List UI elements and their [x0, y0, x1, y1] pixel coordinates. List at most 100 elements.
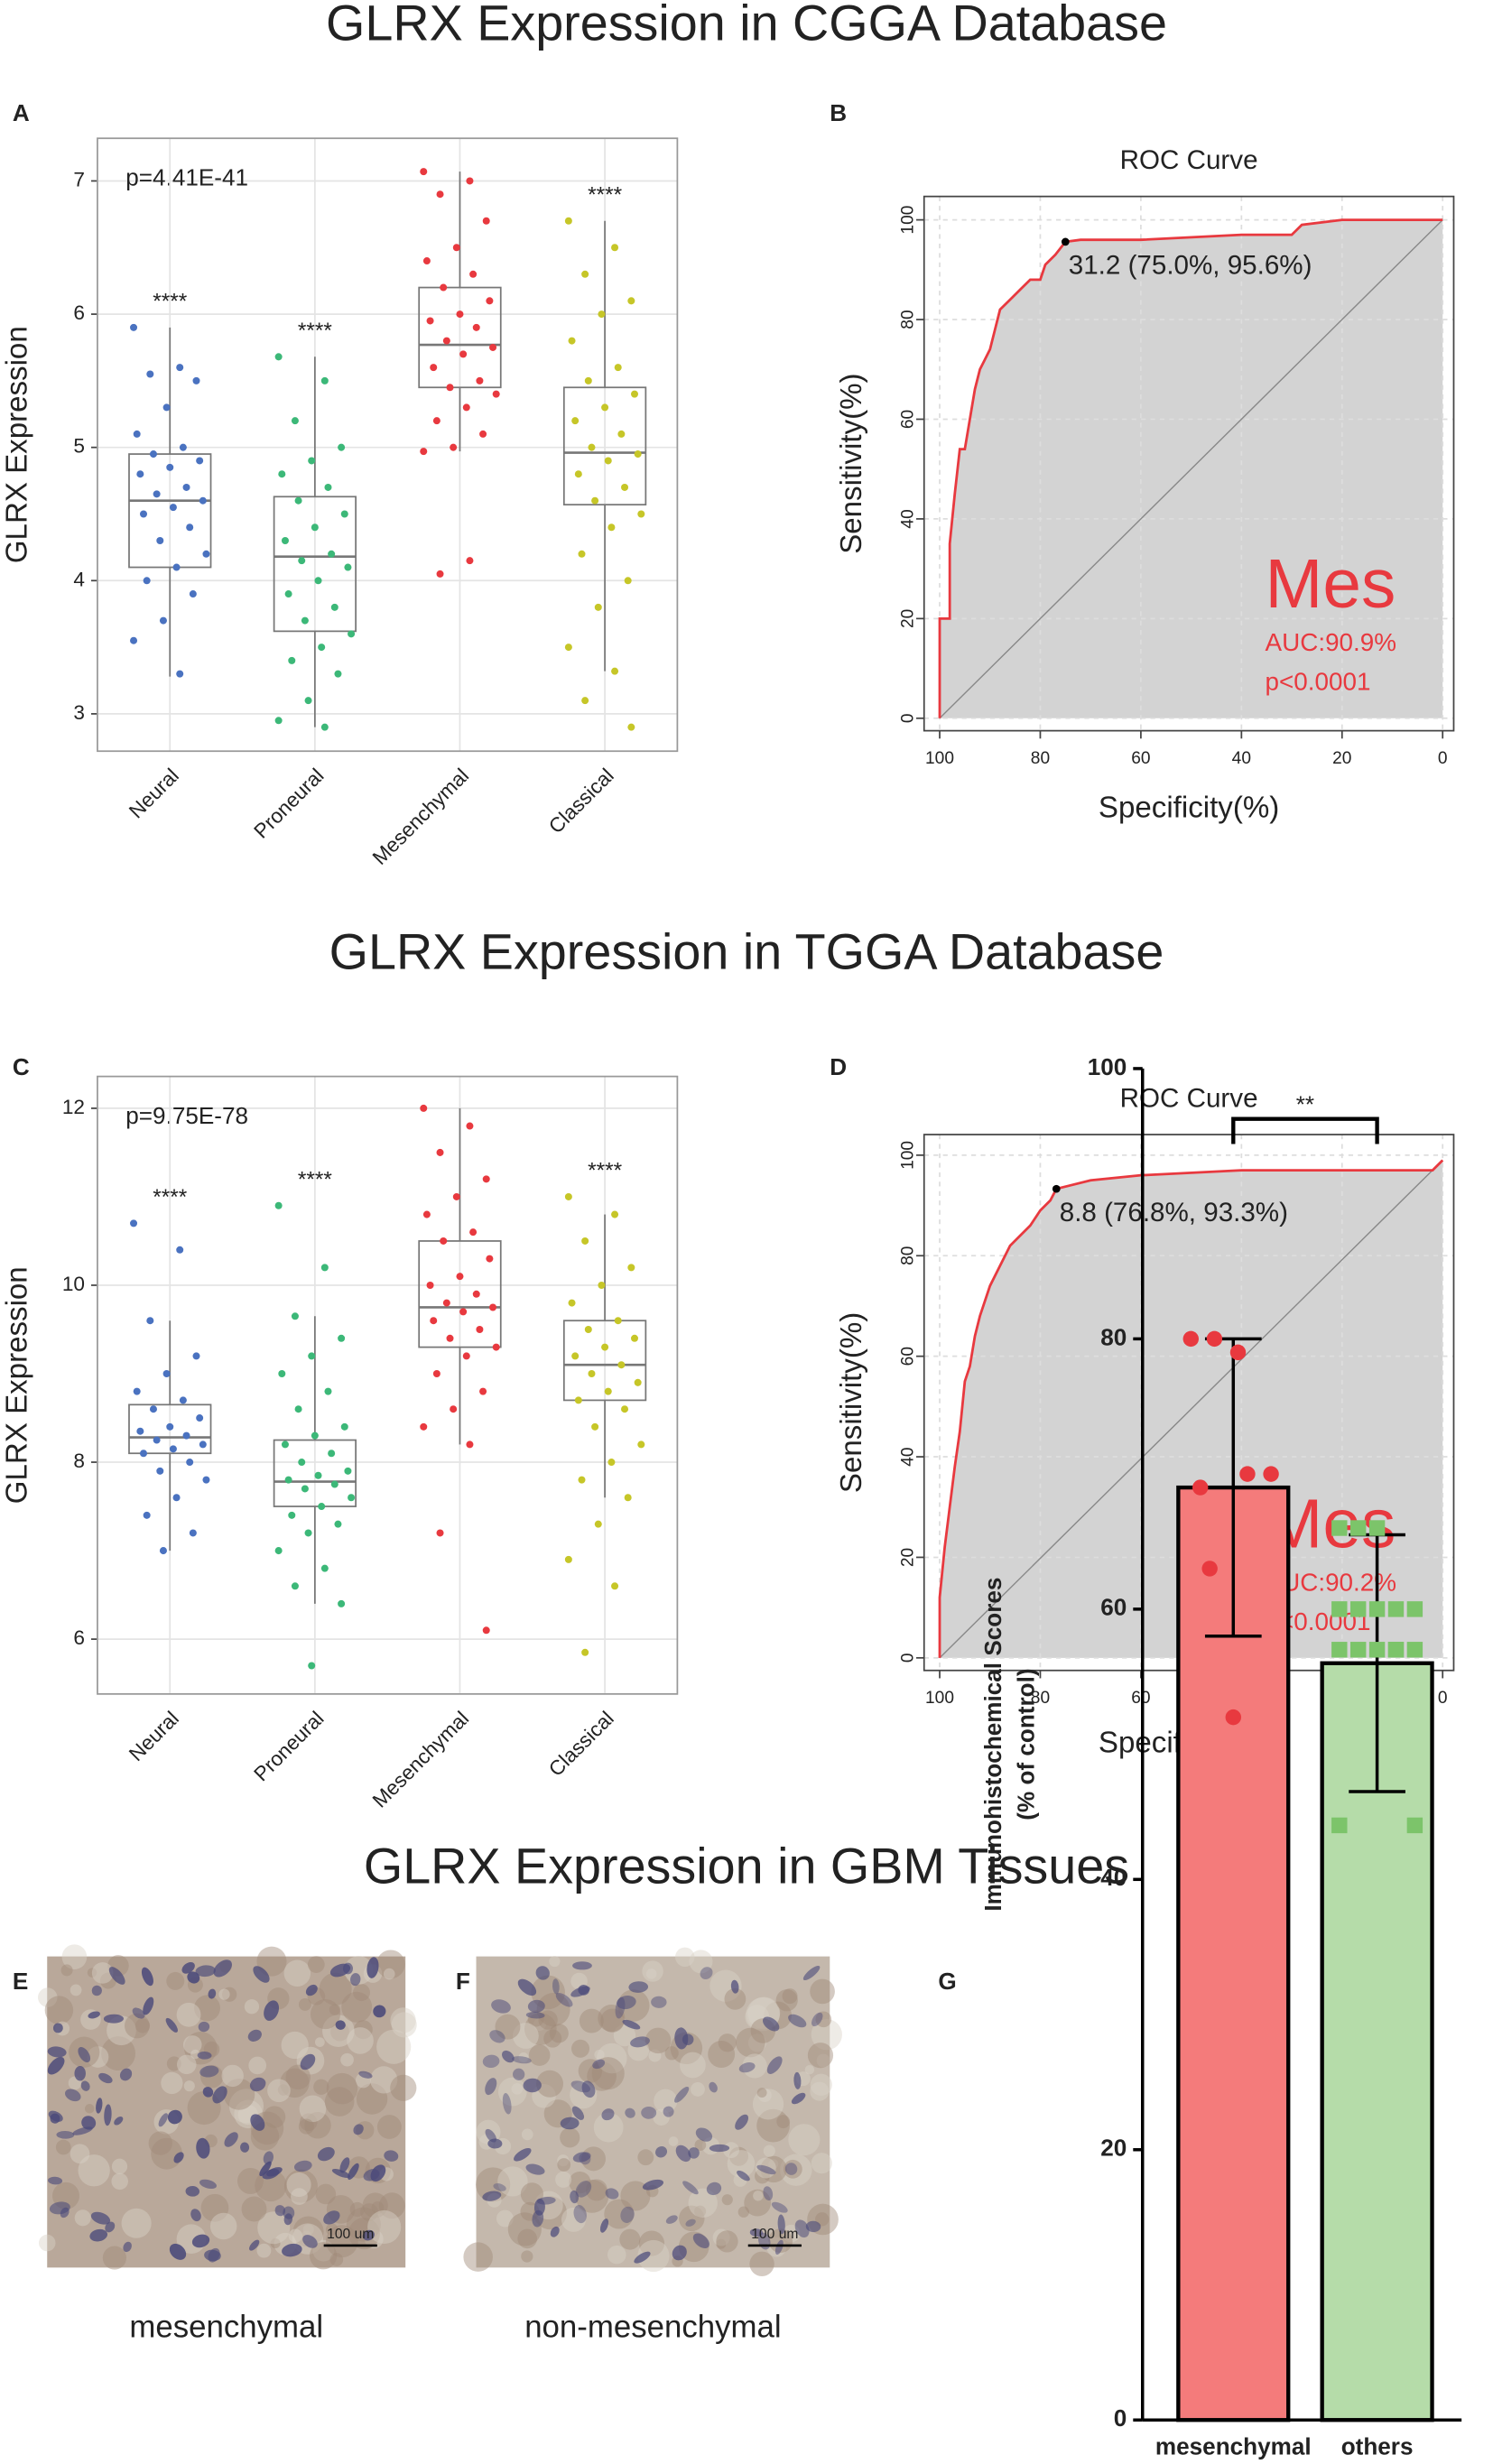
texture: [256, 1946, 287, 1977]
data-point: [320, 1264, 329, 1272]
data-point: [584, 376, 592, 384]
texture: [653, 2108, 670, 2126]
nucleus: [262, 2169, 280, 2180]
data-point: [176, 670, 184, 678]
data-point: [156, 1467, 164, 1475]
texture: [299, 2095, 327, 2123]
data-point: [130, 323, 138, 331]
nucleus: [579, 2152, 591, 2165]
nucleus: [709, 2144, 730, 2153]
texture: [256, 2243, 272, 2258]
nucleus: [185, 2186, 200, 2197]
data-point: [130, 1219, 138, 1227]
data-point: [324, 1387, 332, 1395]
auc-label: AUC:90.9%: [1266, 628, 1396, 656]
data-point: [564, 1555, 572, 1563]
texture: [753, 2191, 764, 2201]
data-point: [274, 717, 283, 725]
nucleus: [204, 2249, 221, 2262]
x-tick-label: Proneural: [250, 764, 329, 843]
data-point: [274, 353, 283, 361]
data-point: [172, 563, 181, 571]
data-point: [588, 1370, 596, 1378]
data-point: [330, 1480, 338, 1488]
data-point: [489, 1303, 497, 1311]
nucleus: [263, 2151, 274, 2165]
texture: [44, 1996, 74, 2024]
data-point: [192, 376, 200, 384]
nucleus: [317, 2146, 335, 2162]
data-point: [156, 537, 164, 545]
nucleus: [675, 2144, 691, 2163]
data-point: [630, 390, 638, 398]
texture: [70, 2144, 90, 2164]
data-point: [591, 1422, 599, 1431]
plot-background: [97, 138, 678, 752]
data-point: [281, 537, 289, 545]
nucleus: [682, 2033, 694, 2045]
nucleus: [132, 2007, 145, 2019]
nucleus: [685, 2219, 696, 2227]
data-point: [571, 1352, 580, 1360]
nucleus: [49, 2201, 70, 2215]
texture: [752, 2089, 784, 2120]
x-tick-label: Classical: [544, 1707, 618, 1781]
data-point: [1331, 1601, 1348, 1617]
texture: [675, 1947, 695, 1968]
annotation: p=9.75E-78: [125, 1102, 248, 1129]
x-tick-label: Proneural: [250, 1707, 329, 1785]
data-point: [436, 1529, 444, 1537]
texture: [597, 2043, 627, 2074]
nucleus: [512, 2056, 532, 2064]
x-tick-label: 80: [1031, 1689, 1050, 1708]
texture: [654, 2089, 678, 2113]
data-point: [581, 1648, 589, 1656]
nucleus: [489, 2030, 505, 2043]
data-point: [298, 557, 306, 565]
texture: [124, 2013, 150, 2039]
texture: [560, 2127, 580, 2148]
nucleus: [514, 2148, 532, 2162]
data-point: [298, 1459, 306, 1467]
nucleus: [358, 2070, 373, 2079]
data-point: [192, 1352, 200, 1360]
texture: [585, 2179, 607, 2201]
data-point: [420, 1422, 428, 1431]
data-point: [476, 1325, 484, 1333]
nucleus: [642, 2179, 664, 2191]
nucleus: [592, 2059, 606, 2070]
data-point: [472, 323, 480, 331]
nucleus: [791, 2092, 806, 2105]
x-tick-label: Neural: [125, 1707, 183, 1765]
texture: [281, 2031, 309, 2060]
data-point: [476, 376, 484, 384]
data-point: [1331, 1642, 1348, 1658]
texture: [736, 2027, 765, 2058]
data-point: [440, 283, 448, 292]
data-point: [420, 1104, 428, 1112]
data-point: [594, 603, 602, 611]
texture: [517, 2228, 538, 2249]
nucleus: [485, 2078, 497, 2096]
y-tick-label: 5: [73, 435, 85, 458]
nucleus: [143, 1996, 154, 2015]
nucleus: [88, 2011, 100, 2019]
nucleus: [777, 2214, 785, 2235]
nucleus: [735, 2114, 749, 2130]
x-axis-label: Specificity(%): [1099, 791, 1279, 824]
p-label: p<0.0001: [1266, 668, 1371, 696]
data-point: [456, 310, 464, 319]
texture: [645, 1968, 657, 1979]
nucleus: [749, 2228, 764, 2237]
x-tick-label: Mesenchymal: [368, 764, 473, 869]
data-point: [1331, 1520, 1348, 1536]
texture: [749, 2251, 774, 2276]
data-point: [311, 523, 319, 532]
data-point: [598, 1281, 606, 1289]
nucleus: [695, 2127, 713, 2142]
texture: [376, 2029, 412, 2064]
data-point: [446, 1334, 454, 1342]
data-point: [153, 1436, 161, 1444]
texture: [642, 1960, 663, 1982]
